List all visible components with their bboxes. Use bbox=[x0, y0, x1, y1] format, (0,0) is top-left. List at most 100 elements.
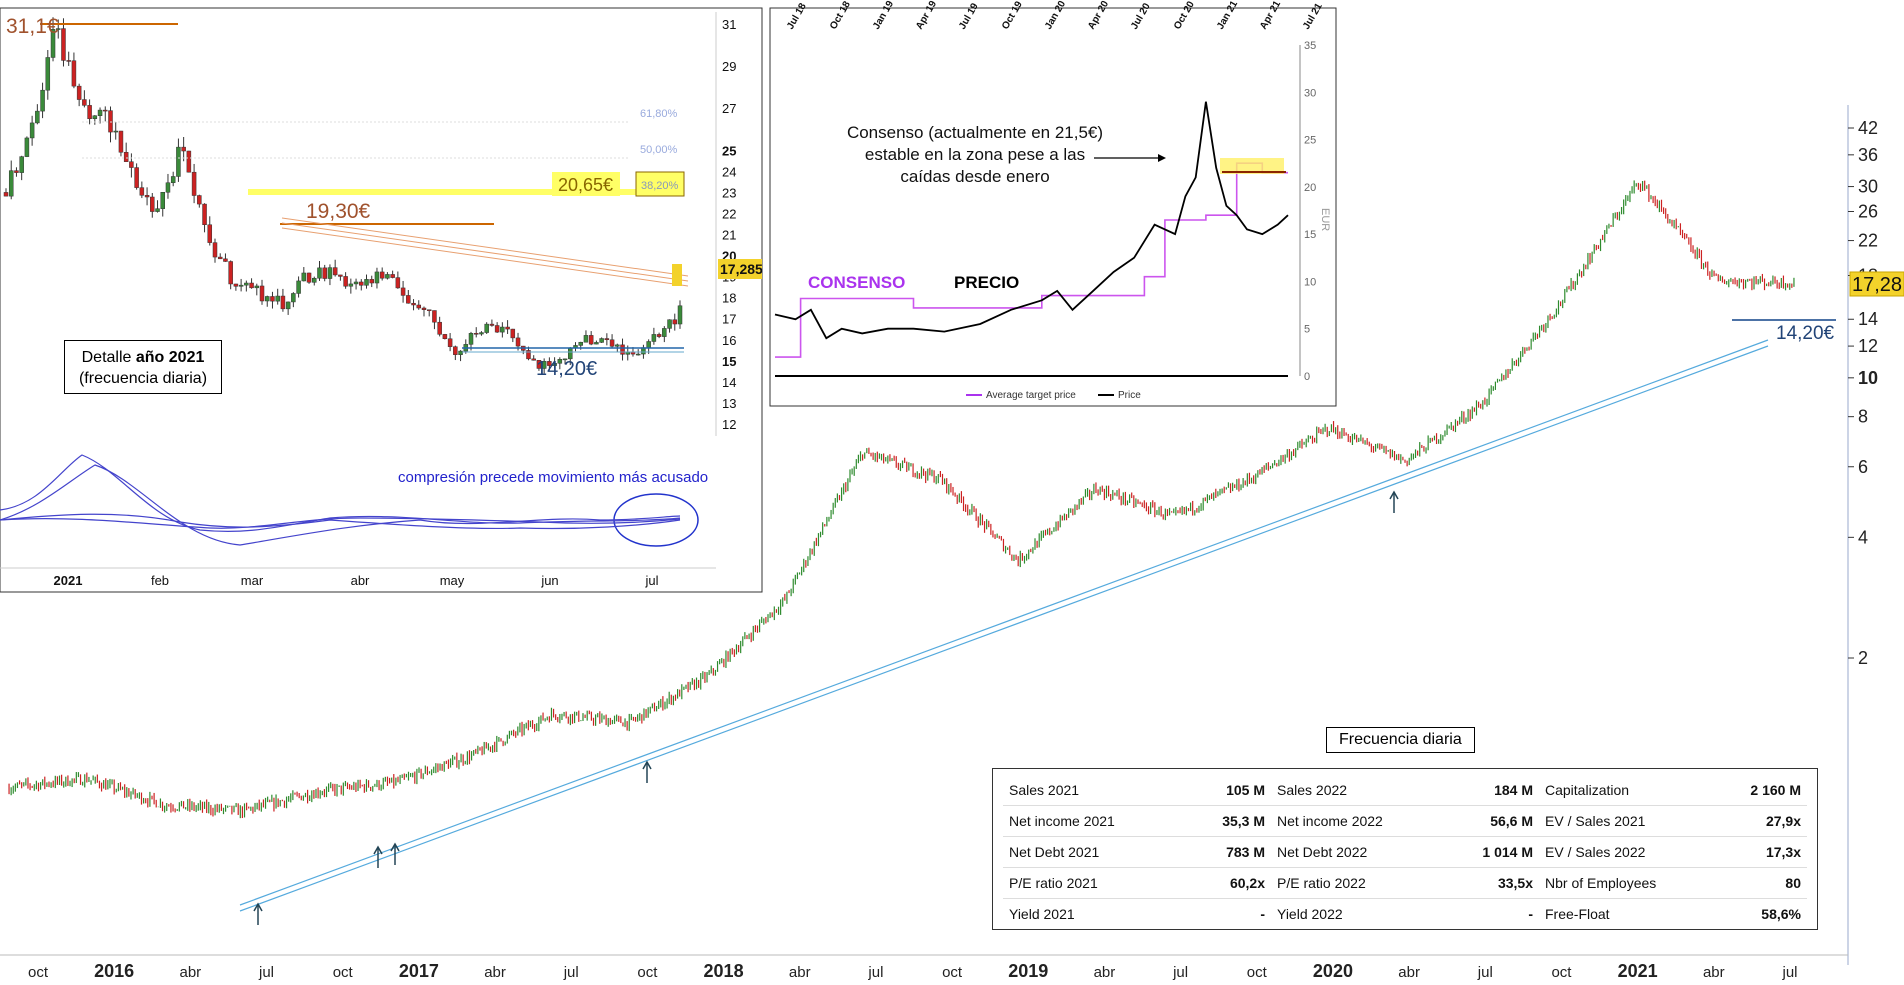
financials-value: 1 014 M bbox=[1482, 844, 1533, 860]
consenso-y-tick-label: 30 bbox=[1304, 87, 1316, 99]
financials-cell: EV / Sales 2021 27,9x bbox=[1539, 813, 1807, 829]
detalle-candle bbox=[217, 256, 223, 260]
main-x-tick-label: abr bbox=[1398, 964, 1420, 981]
detalle-candle bbox=[301, 272, 307, 282]
detalle-candle bbox=[447, 338, 453, 347]
financials-key: Yield 2022 bbox=[1277, 906, 1343, 922]
financials-cell: Sales 2021 105 M bbox=[1003, 782, 1271, 798]
detalle-candle bbox=[244, 282, 249, 286]
consenso-y-tick-label: 5 bbox=[1304, 324, 1310, 336]
fib-50-label: 50,00% bbox=[640, 144, 678, 156]
detalle-candle bbox=[8, 170, 14, 197]
main-y-tick-label: 10 bbox=[1858, 368, 1878, 388]
detalle-candle bbox=[24, 137, 30, 157]
financials-key: Sales 2022 bbox=[1277, 782, 1348, 798]
main-x-tick-label: jul bbox=[258, 964, 274, 981]
detalle-candle bbox=[35, 110, 40, 124]
detalle-candle bbox=[223, 258, 228, 262]
inset-label-line1: Detalle bbox=[81, 349, 136, 366]
detalle-candle bbox=[322, 267, 327, 279]
detalle-candle bbox=[14, 170, 19, 173]
detalle-candle bbox=[468, 333, 474, 345]
detalle-candle bbox=[103, 109, 108, 112]
high-label: 31,1€ bbox=[6, 15, 59, 38]
detalle-candle bbox=[411, 302, 416, 306]
financials-value: 58,6% bbox=[1761, 906, 1801, 922]
detalle-candle bbox=[656, 334, 662, 337]
detalle-candle bbox=[594, 342, 599, 345]
detalle-candle bbox=[662, 328, 667, 337]
financials-cell: EV / Sales 2022 17,3x bbox=[1539, 844, 1807, 860]
detalle-candle bbox=[50, 29, 56, 58]
consenso-y-tick-label: 0 bbox=[1304, 371, 1310, 383]
inset-consenso-frame bbox=[769, 7, 1337, 407]
detalle-candle bbox=[646, 341, 651, 348]
financials-key: EV / Sales 2021 bbox=[1545, 813, 1646, 829]
detalle-candle bbox=[45, 57, 51, 91]
detalle-candle bbox=[118, 130, 124, 153]
arrow-icon bbox=[390, 842, 400, 852]
detalle-candle bbox=[395, 277, 401, 289]
consenso-series-line bbox=[774, 101, 1289, 340]
detalle-x-tick-label: 2021 bbox=[54, 573, 83, 588]
detalle-y-tick-label: 15 bbox=[722, 354, 736, 369]
target-highlight bbox=[1220, 158, 1284, 174]
oscillator-line bbox=[0, 464, 681, 546]
annotation-arrowhead bbox=[1158, 154, 1166, 162]
frequency-label: Frecuencia diaria bbox=[1326, 727, 1475, 753]
detalle-candle bbox=[432, 310, 437, 323]
consenso-label: CONSENSO bbox=[808, 273, 905, 292]
main-y-tick-label: 12 bbox=[1858, 336, 1878, 356]
detalle-candle bbox=[296, 280, 301, 294]
main-x-tick-label: 2017 bbox=[399, 961, 439, 981]
detalle-candle bbox=[348, 283, 354, 287]
detalle-candle bbox=[578, 341, 583, 346]
financials-key: Net Debt 2022 bbox=[1277, 844, 1368, 860]
detalle-candle bbox=[134, 167, 139, 188]
detalle-candle bbox=[374, 271, 380, 284]
detalle-candle bbox=[421, 307, 427, 310]
main-x-tick-label: jul bbox=[1477, 964, 1493, 981]
detalle-candle bbox=[212, 242, 218, 258]
main-x-tick-label: abr bbox=[484, 964, 506, 981]
resistance-fan-line bbox=[281, 217, 689, 277]
financials-key: Net income 2021 bbox=[1009, 813, 1115, 829]
financials-value: - bbox=[1260, 906, 1265, 922]
detalle-candle bbox=[291, 293, 296, 303]
detalle-candle bbox=[400, 287, 406, 296]
detalle-candle bbox=[71, 60, 77, 87]
main-x-tick-label: 2016 bbox=[94, 961, 134, 981]
consenso-y-tick-label: 25 bbox=[1304, 135, 1316, 147]
financials-key: P/E ratio 2021 bbox=[1009, 875, 1098, 891]
resistance-fan-line bbox=[281, 227, 689, 287]
legend-price-label: Price bbox=[1118, 390, 1141, 401]
consenso-y-tick-label: 15 bbox=[1304, 229, 1316, 241]
oscillator-line bbox=[0, 517, 681, 529]
detalle-candle bbox=[390, 274, 395, 278]
detalle-y-tick-label: 22 bbox=[722, 206, 736, 221]
main-y-tick-label: 14 bbox=[1858, 309, 1878, 329]
main-y-tick-label: 8 bbox=[1858, 407, 1868, 427]
detalle-y-tick-label: 24 bbox=[722, 164, 736, 179]
detalle-candle bbox=[264, 296, 270, 302]
detalle-candle bbox=[353, 281, 359, 285]
support-label: 14,20€ bbox=[1776, 323, 1835, 344]
detalle-candle bbox=[541, 361, 547, 369]
financials-key: Net Debt 2021 bbox=[1009, 844, 1100, 860]
financials-cell: Net Debt 2022 1 014 M bbox=[1271, 844, 1539, 860]
detalle-y-tick-label: 31 bbox=[722, 17, 736, 32]
detalle-candle bbox=[479, 332, 484, 335]
detalle-candle bbox=[651, 334, 657, 342]
main-x-tick-label: 2020 bbox=[1313, 961, 1353, 981]
detalle-y-tick-label: 25 bbox=[722, 143, 736, 158]
detalle-candle bbox=[170, 176, 176, 183]
financials-value: 56,6 M bbox=[1490, 813, 1533, 829]
detalle-candle bbox=[186, 150, 192, 173]
detalle-candle bbox=[270, 296, 275, 302]
detalle-x-tick-label: feb bbox=[151, 573, 169, 588]
consenso-y-tick-label: 10 bbox=[1304, 276, 1316, 288]
main-y-tick-label: 4 bbox=[1858, 527, 1868, 547]
main-x-tick-label: oct bbox=[1247, 964, 1268, 981]
detalle-candle bbox=[364, 279, 369, 286]
